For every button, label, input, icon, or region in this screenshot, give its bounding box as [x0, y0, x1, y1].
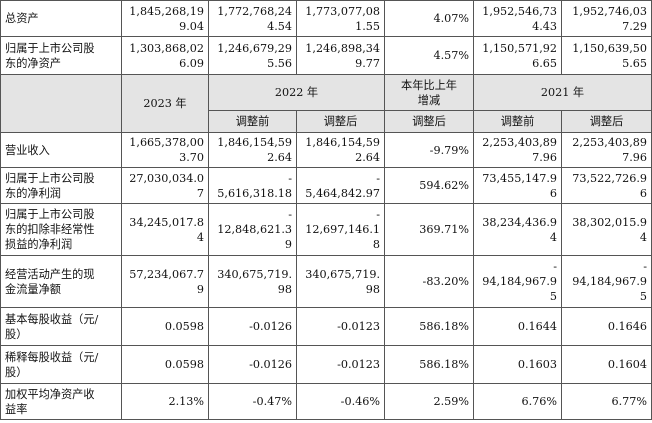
change-cell: 369.71%	[384, 203, 474, 256]
value-cell: 2,253,403,89 7.96	[561, 132, 652, 168]
value-cell: 73,455,147.9 6	[473, 167, 562, 204]
table-row-operating-cash-flow: 经营活动产生的现 金流量净额 57,234,067.7 9 340,675,719.…	[0, 255, 652, 308]
value-cell: -0.0126	[208, 307, 297, 346]
row-label: 基本每股收益（元/股）	[0, 307, 122, 346]
value-cell: 6.76%	[473, 383, 562, 420]
value-cell: 1,150,639,50 5.65	[561, 36, 652, 75]
value-cell: 0.1646	[561, 307, 652, 346]
table-row-net-profit-excl-nonrecurring: 归属于上市公司股 东的扣除非经常性 损益的净利润 34,245,017.8 4 -12…	[0, 203, 652, 256]
table-row-net-assets: 归属于上市公司股 东的净资产 1,303,868,02 6.09 1,246,679…	[0, 36, 652, 75]
change-cell: 586.18%	[384, 307, 474, 346]
header-before-adjust: 调整前	[208, 110, 297, 133]
table-row-total-assets: 总资产 1,845,268,19 9.04 1,772,768,24 4.54 1,…	[0, 0, 652, 37]
header-after-adjust: 调整后	[296, 110, 385, 133]
value-cell: 1,952,746,03 7.29	[561, 0, 652, 37]
value-cell: 2,253,403,89 7.96	[473, 132, 562, 168]
change-cell: 2.59%	[384, 383, 474, 420]
value-cell: -94,184,967.9 5	[561, 255, 652, 308]
row-label: 加权平均净资产收 益率	[0, 383, 122, 420]
header-change-after-adjust: 调整后	[384, 110, 474, 133]
row-label: 经营活动产生的现 金流量净额	[0, 255, 122, 308]
value-cell: -12,697,146.1 8	[296, 203, 385, 256]
change-cell: 586.18%	[384, 345, 474, 384]
header-before-adjust-2021: 调整前	[473, 110, 562, 133]
value-cell: 27,030,034.0 7	[121, 167, 209, 204]
table-row-net-profit: 归属于上市公司股 东的净利润 27,030,034.0 7 -5,616,318.1…	[0, 167, 652, 204]
header-2022: 2022 年	[208, 74, 385, 111]
header-2023: 2023 年	[121, 74, 209, 133]
row-label: 总资产	[0, 0, 122, 37]
header-2021: 2021 年	[473, 74, 652, 111]
row-label: 归属于上市公司股 东的扣除非经常性 损益的净利润	[0, 203, 122, 256]
row-label: 归属于上市公司股 东的净资产	[0, 36, 122, 75]
table-row-revenue: 营业收入 1,665,378,00 3.70 1,846,154,59 2.64 1…	[0, 132, 652, 168]
value-cell: 1,845,268,19 9.04	[121, 0, 209, 37]
value-cell: 38,234,436.9 4	[473, 203, 562, 256]
value-cell: 1,846,154,59 2.64	[296, 132, 385, 168]
table-row-diluted-eps: 稀释每股收益（元/股） 0.0598 -0.0126 -0.0123 586.1…	[0, 345, 652, 384]
value-cell: 340,675,719. 98	[296, 255, 385, 308]
header-row-years: 2023 年 2022 年 本年比上年 增减 2021 年	[0, 74, 652, 133]
value-cell: -0.46%	[296, 383, 385, 420]
table-row-weighted-roe: 加权平均净资产收 益率 2.13% -0.47% -0.46% 2.59% 6.7…	[0, 383, 652, 420]
change-cell: 594.62%	[384, 167, 474, 204]
value-cell: -5,616,318.18	[208, 167, 297, 204]
value-cell: 2.13%	[121, 383, 209, 420]
change-cell: -83.20%	[384, 255, 474, 308]
value-cell: 73,522,726.9 6	[561, 167, 652, 204]
value-cell: 0.0598	[121, 307, 209, 346]
value-cell: 34,245,017.8 4	[121, 203, 209, 256]
value-cell: 57,234,067.7 9	[121, 255, 209, 308]
value-cell: 0.1644	[473, 307, 562, 346]
value-cell: -0.0123	[296, 345, 385, 384]
value-cell: -5,464,842.97	[296, 167, 385, 204]
value-cell: -0.47%	[208, 383, 297, 420]
value-cell: 1,150,571,92 6.65	[473, 36, 562, 75]
value-cell: 1,952,546,73 4.43	[473, 0, 562, 37]
value-cell: 0.1603	[473, 345, 562, 384]
change-cell: 4.57%	[384, 36, 474, 75]
value-cell: 1,846,154,59 2.64	[208, 132, 297, 168]
value-cell: 340,675,719. 98	[208, 255, 297, 308]
value-cell: -0.0126	[208, 345, 297, 384]
row-label: 归属于上市公司股 东的净利润	[0, 167, 122, 204]
value-cell: -0.0123	[296, 307, 385, 346]
value-cell: 0.0598	[121, 345, 209, 384]
header-change: 本年比上年 增减	[384, 74, 474, 111]
value-cell: 6.77%	[561, 383, 652, 420]
row-label: 营业收入	[0, 132, 122, 168]
change-cell: 4.07%	[384, 0, 474, 37]
value-cell: 1,246,898,34 9.77	[296, 36, 385, 75]
change-cell: -9.79%	[384, 132, 474, 168]
value-cell: -12,848,621.3 9	[208, 203, 297, 256]
value-cell: 1,772,768,24 4.54	[208, 0, 297, 37]
table-row-basic-eps: 基本每股收益（元/股） 0.0598 -0.0126 -0.0123 586.1…	[0, 307, 652, 346]
row-label: 稀释每股收益（元/股）	[0, 345, 122, 384]
header-row-adjust: 调整前 调整后 调整后 调整前 调整后	[1, 110, 652, 133]
header-after-adjust-2021: 调整后	[561, 110, 652, 133]
value-cell: 1,246,679,29 5.56	[208, 36, 297, 75]
value-cell: -94,184,967.9 5	[473, 255, 562, 308]
header-blank-cell	[0, 74, 122, 133]
value-cell: 0.1604	[561, 345, 652, 384]
value-cell: 1,303,868,02 6.09	[121, 36, 209, 75]
value-cell: 1,665,378,00 3.70	[121, 132, 209, 168]
value-cell: 38,302,015.9 4	[561, 203, 652, 256]
value-cell: 1,773,077,08 1.55	[296, 0, 385, 37]
